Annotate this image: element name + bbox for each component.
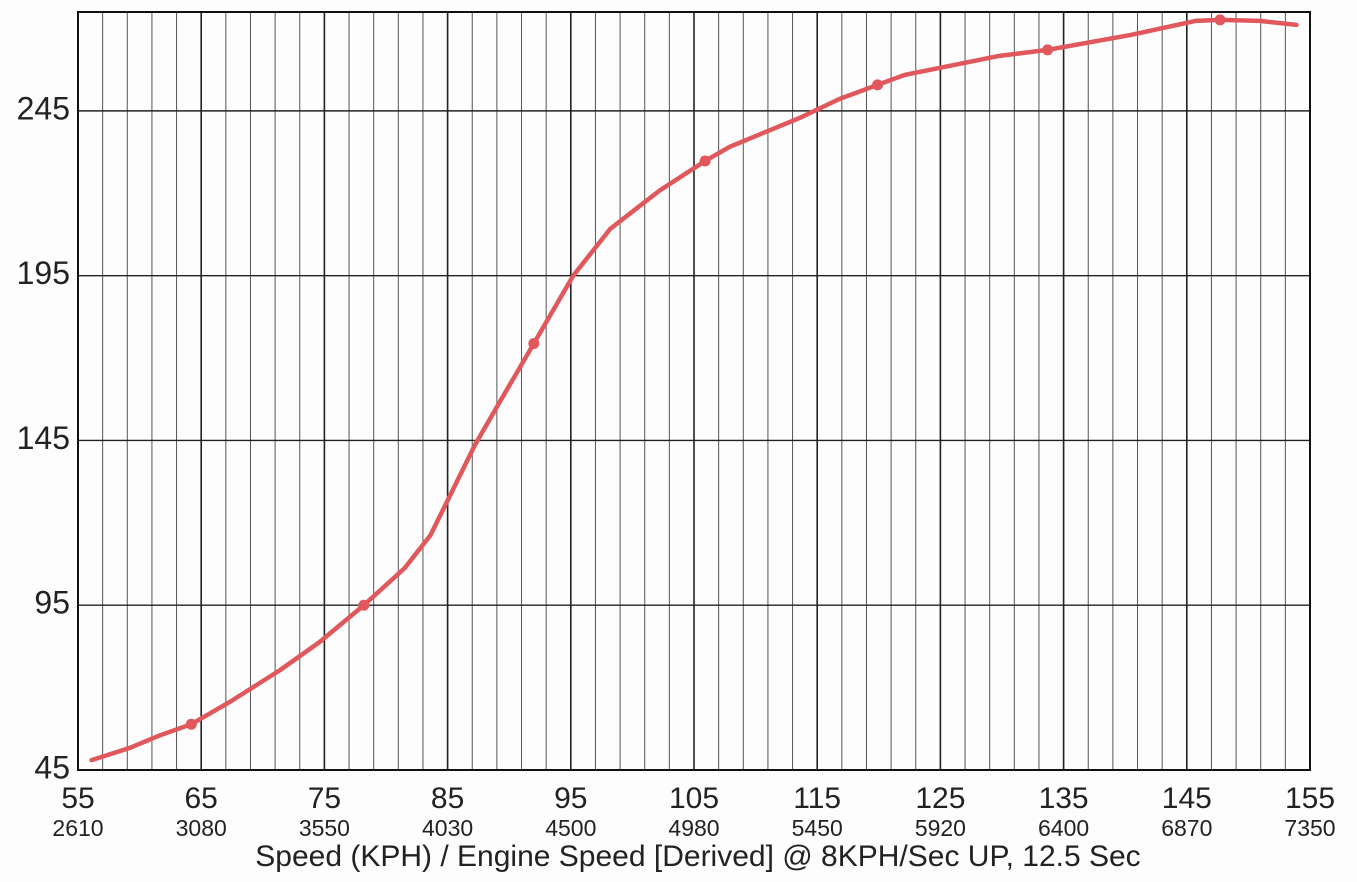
x-tick-label: 55	[61, 782, 94, 815]
y-tick-label: 145	[17, 420, 70, 456]
line	[89, 17, 1299, 763]
rpm-tick-label: 6870	[1161, 815, 1212, 841]
rpm-tick-label: 3080	[176, 815, 227, 841]
rpm-tick-label: 3550	[299, 815, 350, 841]
marker	[699, 155, 711, 167]
marker	[528, 338, 540, 350]
y-tick-label: 95	[34, 585, 70, 621]
x-axis-label: Speed (KPH) / Engine Speed [Derived] @ 8…	[255, 840, 1140, 873]
rpm-tick-label: 6400	[1038, 815, 1089, 841]
rpm-tick-label: 5920	[915, 815, 966, 841]
marker	[1214, 14, 1226, 26]
x-tick-label: 135	[1039, 782, 1089, 815]
x-tick-label: 155	[1285, 782, 1335, 815]
x-tick-label: 105	[669, 782, 719, 815]
y-tick-label: 245	[17, 90, 70, 126]
rpm-tick-label: 5450	[792, 815, 843, 841]
x-tick-label: 125	[915, 782, 965, 815]
rpm-tick-label: 2610	[52, 815, 103, 841]
rpm-tick-label: 4500	[545, 815, 596, 841]
rpm-tick-label: 4030	[422, 815, 473, 841]
rpm-tick-label: 4980	[668, 815, 719, 841]
x-tick-label: 65	[185, 782, 218, 815]
marker	[185, 718, 197, 730]
marker	[1042, 44, 1054, 56]
marker	[872, 79, 884, 91]
x-tick-label: 145	[1162, 782, 1212, 815]
x-tick-label: 85	[431, 782, 464, 815]
x-tick-label: 115	[793, 782, 841, 815]
y-tick-label: 195	[17, 255, 70, 291]
x-tick-label: 95	[554, 782, 587, 815]
y-tick-label: 45	[34, 749, 70, 785]
x-tick-label: 75	[308, 782, 341, 815]
plot-frame	[77, 11, 1311, 771]
marker	[358, 599, 370, 611]
rpm-tick-label: 7350	[1284, 815, 1335, 841]
